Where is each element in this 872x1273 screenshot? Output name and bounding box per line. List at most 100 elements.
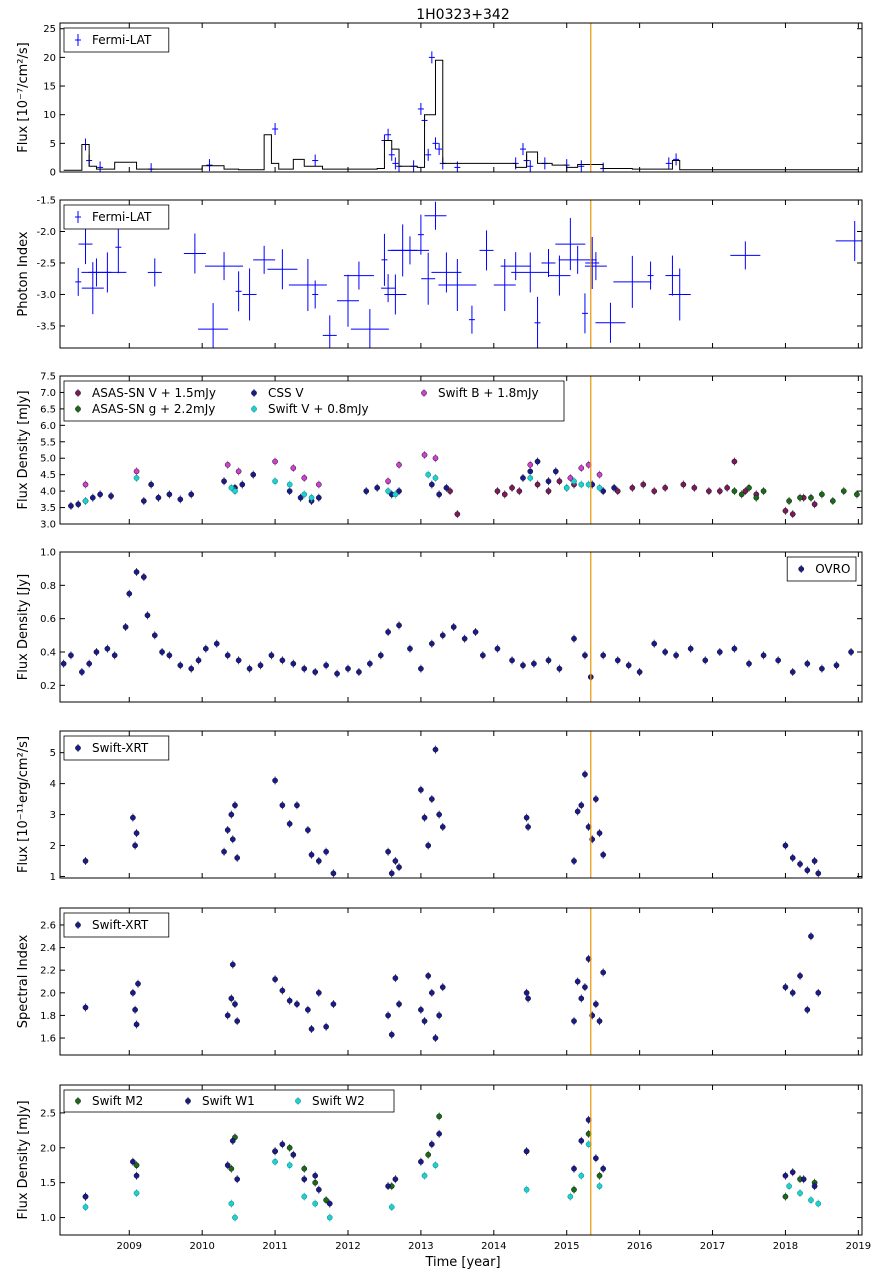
data-point xyxy=(789,669,796,675)
data-point xyxy=(593,796,599,802)
legend-marker xyxy=(798,566,805,572)
data-point xyxy=(188,665,195,672)
data-point xyxy=(731,488,738,494)
data-point xyxy=(345,665,351,672)
data-point xyxy=(228,995,235,1002)
data-point xyxy=(326,1214,333,1221)
data-point xyxy=(130,814,136,821)
data-point xyxy=(527,461,534,468)
data-point xyxy=(593,1155,599,1162)
x-axis-label: Time [year] xyxy=(424,1255,500,1270)
data-point xyxy=(272,777,278,784)
data-point xyxy=(567,475,574,481)
x-tick-label: 2009 xyxy=(117,1241,142,1252)
data-point xyxy=(308,851,315,858)
data-point xyxy=(829,498,836,504)
data-point xyxy=(286,1162,293,1169)
data-point xyxy=(385,488,391,494)
data-point xyxy=(833,662,840,669)
y-tick-label: 10 xyxy=(43,110,56,121)
data-point xyxy=(636,669,643,675)
data-point xyxy=(82,1204,89,1210)
y-tick-label: -1.5 xyxy=(36,196,56,207)
x-tick-label: 2017 xyxy=(700,1241,725,1252)
data-point xyxy=(582,771,588,778)
data-point xyxy=(596,1172,603,1179)
data-point xyxy=(527,475,534,481)
data-point xyxy=(811,1183,818,1190)
plot-area xyxy=(68,450,860,519)
data-point xyxy=(545,657,552,664)
step-line xyxy=(63,59,859,171)
y-tick-label: 5.5 xyxy=(40,437,56,448)
panel-1: 0 5 10 15 20 25 Flux [10⁻⁷/cm²/s] Fermi-LAT xyxy=(16,22,863,179)
data-point xyxy=(525,824,531,830)
data-point xyxy=(224,652,231,659)
y-tick-label: 3 xyxy=(50,810,56,821)
y-tick-label: -3.5 xyxy=(36,321,56,332)
data-point xyxy=(520,662,526,669)
data-point xyxy=(388,870,395,877)
legend: OVRO xyxy=(786,556,857,582)
data-point xyxy=(418,665,424,672)
data-point xyxy=(687,645,694,652)
data-point xyxy=(662,649,668,655)
data-point xyxy=(421,1018,428,1024)
data-point xyxy=(815,989,822,996)
data-point xyxy=(432,475,439,481)
data-point xyxy=(279,1141,286,1148)
data-point xyxy=(800,1176,807,1183)
legend-marker xyxy=(185,1098,191,1104)
data-point xyxy=(132,1006,138,1013)
data-point xyxy=(286,481,293,488)
data-point xyxy=(272,1158,278,1165)
data-point xyxy=(305,827,311,833)
y-tick-label: 1.0 xyxy=(40,548,56,559)
data-point xyxy=(567,1193,574,1200)
legend-label: Fermi-LAT xyxy=(92,33,152,47)
data-point xyxy=(301,665,308,672)
y-tick-label: 2.0 xyxy=(40,1143,56,1154)
y-axis-label: Flux Density [mJy] xyxy=(16,1100,31,1219)
data-point xyxy=(290,660,297,667)
plot-area xyxy=(63,51,859,172)
panel-7: 1.0 1.5 2.0 2.5 2009 2010 2011 2012 2013 2014 2015… xyxy=(16,1084,871,1252)
y-tick-label: 1.0 xyxy=(40,1213,56,1224)
data-point xyxy=(232,1214,238,1221)
data-point xyxy=(421,814,428,821)
y-tick-label: 6.0 xyxy=(40,421,56,432)
data-point xyxy=(279,657,286,664)
legend-box xyxy=(63,912,170,938)
data-point xyxy=(600,969,607,976)
data-point xyxy=(202,645,209,652)
data-point xyxy=(706,488,712,494)
data-point xyxy=(428,481,435,488)
data-point xyxy=(326,1200,333,1207)
data-point xyxy=(133,1021,140,1028)
data-point xyxy=(286,820,293,827)
data-point xyxy=(447,488,453,494)
data-point xyxy=(104,645,111,652)
data-point xyxy=(229,1137,236,1144)
y-tick-label: 2 xyxy=(50,841,56,852)
data-point xyxy=(578,1137,585,1144)
y-tick-label: 2.4 xyxy=(40,943,56,954)
data-point xyxy=(600,652,607,659)
data-point xyxy=(374,484,381,491)
data-point xyxy=(432,746,439,753)
legend-box xyxy=(63,1089,395,1113)
data-point xyxy=(155,494,162,501)
data-point xyxy=(82,1004,89,1011)
y-tick-label: -2.0 xyxy=(36,227,56,238)
legend-marker xyxy=(251,406,257,412)
data-point xyxy=(480,652,486,659)
data-point xyxy=(640,481,647,488)
y-tick-label: 1.8 xyxy=(40,1011,56,1022)
data-point xyxy=(501,491,508,498)
data-point xyxy=(461,635,468,642)
data-point xyxy=(808,494,814,501)
y-tick-label: 2.6 xyxy=(40,920,56,931)
y-axis-label: Flux [10⁻⁷/cm²/s] xyxy=(16,42,31,152)
data-point xyxy=(578,995,585,1002)
